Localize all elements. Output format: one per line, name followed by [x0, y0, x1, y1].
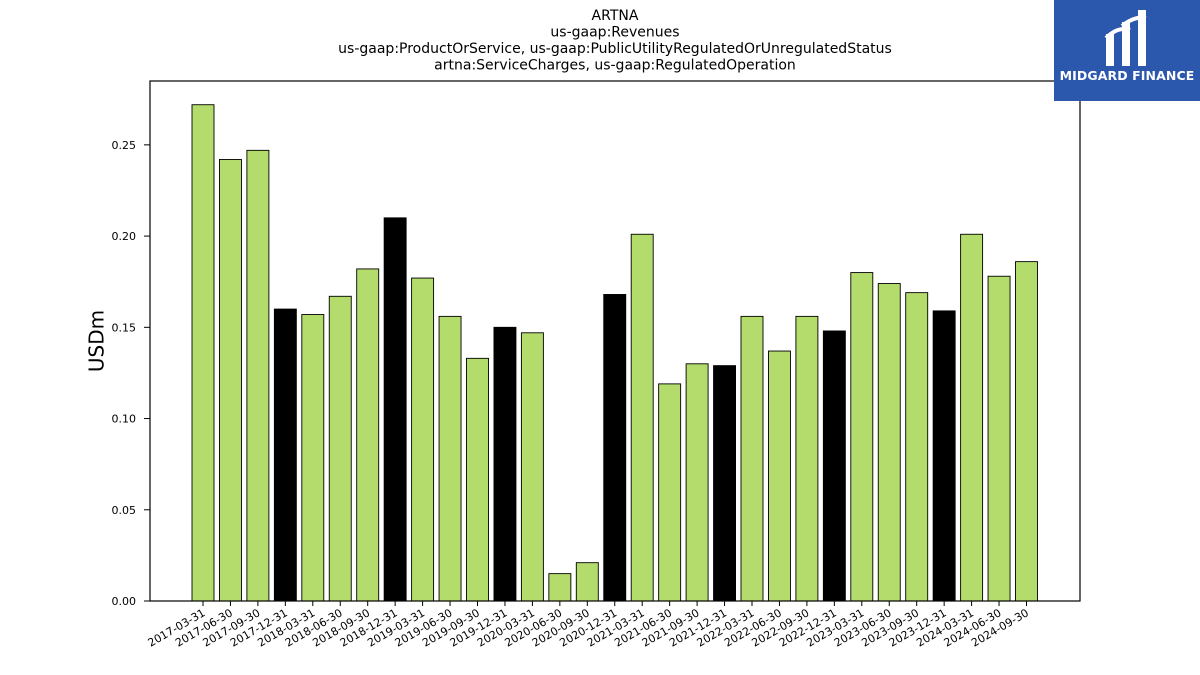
bar-series: [191, 104, 1038, 602]
x-axis: 2017-03-312017-06-302017-09-302017-12-31…: [146, 601, 1031, 650]
bar-2017-03-31: [191, 104, 215, 602]
title-line: us-gaap:Revenues: [550, 25, 679, 41]
y-axis: 0.00 0.05 0.10 0.15 0.20 0.25: [112, 139, 150, 608]
bar-2022-06-30: [768, 350, 791, 602]
bar-2023-06-30: [877, 283, 901, 602]
bar-2022-12-31: [822, 330, 846, 602]
bar-2024-06-30: [987, 275, 1011, 602]
bar-2024-09-30: [1015, 261, 1038, 602]
bar-2019-03-31: [411, 277, 435, 602]
bar-2019-06-30: [438, 315, 462, 602]
bar-2023-03-31: [850, 272, 874, 602]
title-line: ARTNA: [592, 8, 639, 24]
y-tick-label: 0.05: [112, 504, 137, 517]
bar-2020-12-31: [603, 294, 627, 602]
bar-2021-09-30: [685, 363, 709, 602]
midgard-logo-icon: [1104, 10, 1147, 66]
bar-2020-06-30: [548, 573, 572, 602]
logo-text: MIDGARD FINANCE: [1059, 68, 1195, 83]
y-tick-label: 0.00: [112, 595, 137, 608]
y-tick-label: 0.20: [112, 230, 137, 243]
bar-2022-03-31: [740, 315, 764, 602]
bar-2024-03-31: [960, 233, 984, 602]
bar-2018-06-30: [328, 295, 352, 602]
bar-2022-09-30: [795, 315, 819, 602]
bar-2017-06-30: [218, 159, 242, 602]
bar-2019-09-30: [466, 357, 489, 602]
midgard-finance-logo: MIDGARD FINANCE: [1054, 0, 1200, 101]
bar-2020-03-31: [520, 332, 544, 602]
y-axis-label: USDm: [85, 310, 109, 372]
bar-2023-09-30: [905, 292, 929, 602]
bar-2018-03-31: [301, 314, 325, 602]
bar-2019-12-31: [493, 326, 517, 602]
bar-2017-09-30: [246, 149, 270, 602]
bar-2018-09-30: [356, 268, 380, 602]
title-line: artna:ServiceCharges, us-gaap:RegulatedO…: [434, 58, 796, 74]
bar-2021-12-31: [713, 365, 736, 602]
y-tick-label: 0.15: [112, 321, 137, 334]
bar-2021-03-31: [630, 233, 654, 602]
bar-2018-12-31: [383, 217, 407, 602]
y-tick-label: 0.10: [112, 413, 137, 426]
y-tick-label: 0.25: [112, 139, 137, 152]
chart-title: ARTNAus-gaap:Revenuesus-gaap:ProductOrSe…: [338, 8, 892, 74]
bar-2021-06-30: [658, 383, 682, 602]
bar-2023-12-31: [932, 310, 956, 602]
bar-2020-09-30: [575, 562, 599, 602]
bar-2017-12-31: [273, 308, 297, 602]
title-line: us-gaap:ProductOrService, us-gaap:Public…: [338, 41, 892, 57]
